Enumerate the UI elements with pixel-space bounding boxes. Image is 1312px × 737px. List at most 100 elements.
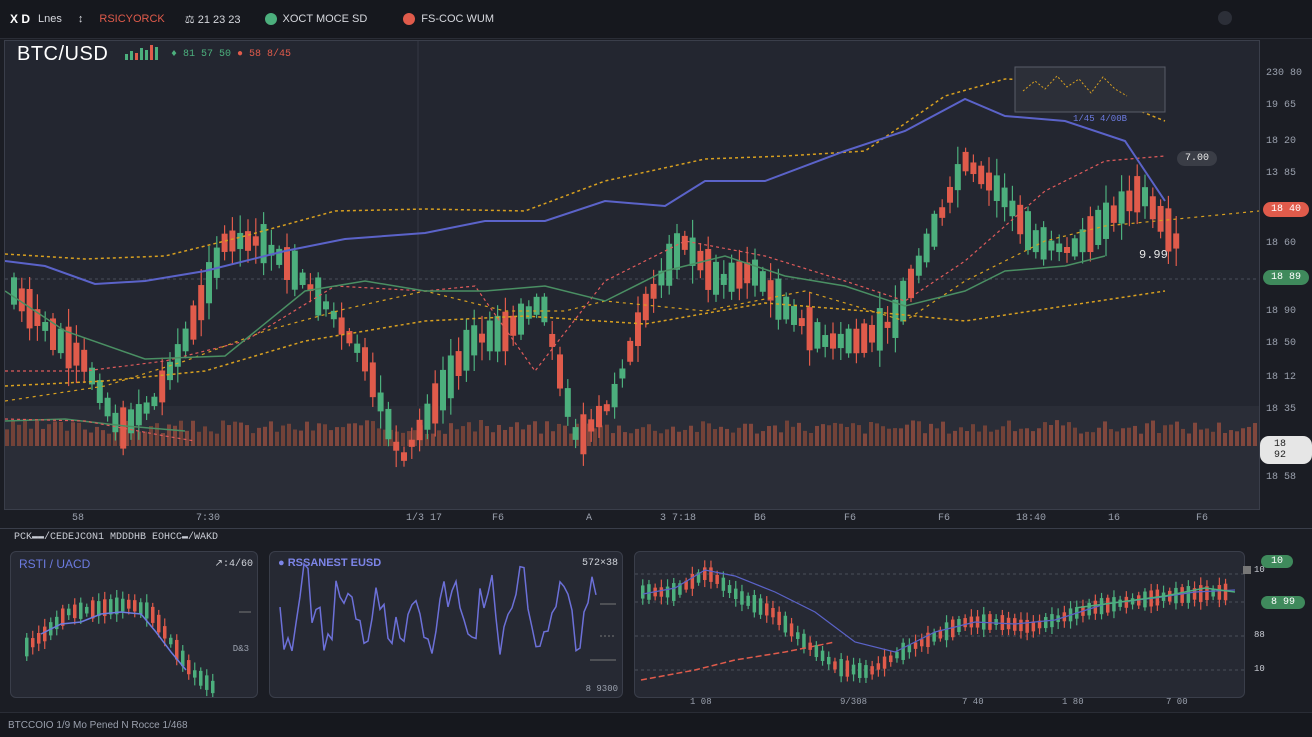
- volume-bar: [821, 424, 825, 446]
- main-price-chart[interactable]: BTC/USD ♦ 81 57 50 ● 58 8/45 1/45 4/00B …: [4, 40, 1260, 510]
- candle-body: [284, 247, 290, 280]
- candle-body: [884, 321, 891, 328]
- rsi-candle-body: [211, 680, 215, 694]
- rsi-candle-body: [67, 608, 71, 616]
- settings-icon[interactable]: [1218, 11, 1232, 25]
- inset-mini-chart[interactable]: [1014, 66, 1166, 113]
- time-tick: F6: [938, 513, 951, 524]
- volume-pane: [5, 406, 1259, 509]
- divider: [0, 528, 1312, 529]
- candle-body: [307, 284, 314, 292]
- toolbar-item-mode[interactable]: XOCT MOCE SD: [264, 13, 367, 25]
- volume-bar: [869, 421, 873, 446]
- overview-candle-body: [839, 658, 843, 677]
- current-price-badge[interactable]: 18 40: [1263, 202, 1310, 217]
- volume-bar: [365, 420, 369, 446]
- overview-candle-body: [746, 595, 750, 606]
- overview-candle-body: [882, 656, 887, 669]
- toolbar-label: FS-COC WUM: [421, 13, 495, 25]
- candle-body: [167, 361, 173, 381]
- candle-body: [596, 405, 602, 428]
- candle-body: [182, 328, 189, 352]
- candle-body: [245, 231, 251, 251]
- overview-badge-top[interactable]: 10: [1261, 555, 1294, 568]
- overview-candle-body: [889, 655, 893, 663]
- overview-candle-body: [870, 666, 874, 675]
- candle-body: [564, 388, 571, 417]
- candle-body: [744, 262, 751, 284]
- volume-bar: [1247, 426, 1251, 446]
- overview-candle-body: [1180, 587, 1184, 603]
- candle-body: [338, 317, 345, 335]
- volume-bar: [1061, 425, 1065, 446]
- overview-candle-body: [1205, 586, 1209, 601]
- volume-bar: [611, 433, 615, 446]
- spread-panel[interactable]: ● RSSANEST EUSD 572×38 8 9300: [269, 551, 623, 698]
- overview-time-tick: 1 80: [1062, 697, 1084, 707]
- volume-bar: [1217, 422, 1221, 446]
- candle-body: [1056, 243, 1063, 253]
- candle-body: [1165, 208, 1172, 252]
- ohlc-down-value: ● 58 8/45: [237, 49, 292, 60]
- overview-badge-mid[interactable]: 8 99: [1261, 596, 1306, 609]
- toolbar-item-indicator[interactable]: RSICYORCK: [99, 13, 164, 25]
- volume-bar: [527, 424, 531, 446]
- overview-candle-body: [796, 632, 800, 639]
- candlestick-chart[interactable]: [5, 41, 1259, 509]
- price-overview-panel[interactable]: [634, 551, 1245, 698]
- candle-body: [237, 232, 244, 250]
- toolbar-item-compare[interactable]: ⚖ 21 23 23: [185, 13, 241, 26]
- app-logo[interactable]: X D: [10, 12, 30, 26]
- overview-candle-body: [895, 651, 899, 659]
- overview-candle-body: [1223, 583, 1228, 601]
- overview-candle-body: [845, 660, 850, 677]
- overview-candle-body: [802, 633, 806, 649]
- level-price-badge[interactable]: 18 89: [1263, 270, 1310, 285]
- rsi-candle-body: [85, 606, 89, 614]
- volume-badge[interactable]: 18 92: [1260, 436, 1312, 464]
- price-axis[interactable]: 230 80 19 65 18 20 13 85 18 60 18 90 18 …: [1258, 40, 1312, 508]
- volume-bar: [833, 422, 837, 446]
- toolbar-label: Lnes: [38, 13, 62, 25]
- time-axis[interactable]: 58 7:30 1/3 17 F6 A 3 7:18 B6 F6 F6 18:4…: [4, 510, 1258, 528]
- volume-bar: [845, 427, 849, 446]
- rsi-macd-panel[interactable]: RSTI / UACD ↗:4/60 D&3: [10, 551, 258, 698]
- price-tick: 18 12: [1266, 372, 1297, 383]
- rsi-candle-body: [127, 599, 131, 609]
- volume-bar: [803, 430, 807, 446]
- volume-bar: [485, 426, 489, 446]
- candle-body: [557, 354, 563, 389]
- toolbar-item-menu[interactable]: ↕: [78, 13, 84, 25]
- volume-bar: [473, 431, 477, 446]
- rsi-candle-body: [205, 675, 209, 690]
- candle-body: [1001, 187, 1008, 208]
- volume-bar: [509, 426, 513, 446]
- rsi-candle-body: [73, 604, 77, 619]
- candles: [11, 146, 1180, 468]
- toolbar-item-window[interactable]: FS-COC WUM: [403, 13, 494, 25]
- candle-body: [681, 235, 688, 250]
- volume-bar: [797, 422, 801, 446]
- volume-bar: [971, 424, 975, 446]
- volume-bar: [941, 421, 945, 446]
- inset-label: 1/45 4/00B: [1073, 114, 1128, 124]
- price-badge-a[interactable]: 7.00: [1177, 151, 1218, 166]
- volume-bar: [101, 430, 105, 446]
- candle-body: [580, 414, 587, 455]
- volume-bar: [1193, 422, 1197, 446]
- volume-bar: [185, 430, 189, 446]
- volume-bar: [599, 425, 603, 446]
- candle-body: [1017, 204, 1024, 235]
- volume-bar: [743, 423, 747, 446]
- overview-axis-tick: 88: [1254, 630, 1265, 640]
- volume-bar: [647, 424, 651, 446]
- candle-body: [1142, 187, 1148, 207]
- overview-candle-body: [944, 622, 949, 641]
- scroll-handle[interactable]: [1243, 566, 1251, 574]
- volume-bar: [899, 428, 903, 446]
- toolbar-item-lines[interactable]: Lnes: [38, 13, 62, 25]
- overview-time-tick: 7 00: [1166, 697, 1188, 707]
- overview-candle-body: [1211, 589, 1215, 597]
- volume-bar: [1223, 432, 1227, 446]
- volume-bar: [1001, 426, 1005, 446]
